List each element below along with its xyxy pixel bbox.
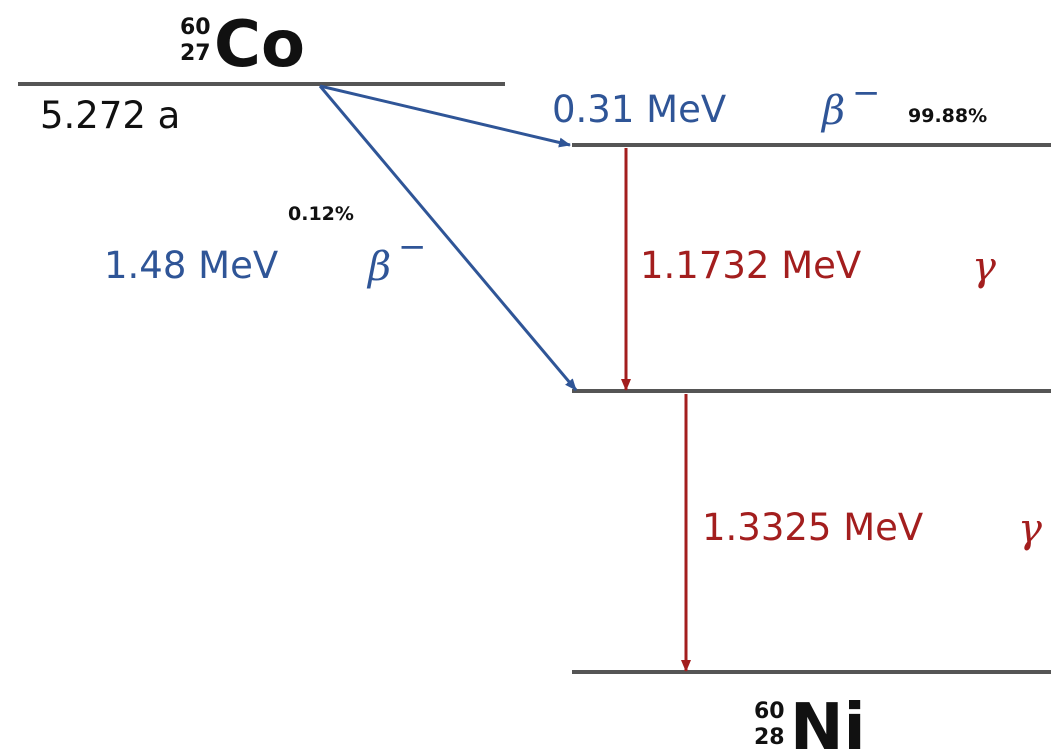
beta-arrow-high	[319, 84, 571, 148]
beta-low-energy: 1.48 MeV	[104, 244, 278, 287]
co-atomic-number: 27	[180, 41, 211, 66]
ni-atomic-number: 28	[754, 725, 785, 750]
gamma-lower-symbol: γ	[1018, 506, 1042, 552]
co-symbol: Co	[214, 8, 305, 82]
ni-symbol: Ni	[790, 691, 866, 751]
beta-low-charge: −	[398, 227, 427, 267]
beta-low-symbol: β	[366, 244, 391, 290]
gamma-upper-symbol: γ	[972, 244, 996, 290]
beta-arrow-low	[318, 85, 578, 391]
gamma-lower-energy: 1.3325 MeV	[702, 506, 923, 549]
beta-high-charge: −	[852, 73, 881, 113]
co-mass-number: 60	[180, 15, 211, 40]
beta-high-energy: 0.31 MeV	[552, 88, 726, 131]
beta-high-branching: 99.88%	[908, 105, 987, 127]
beta-low-branching: 0.12%	[288, 203, 354, 225]
ni-mass-number: 60	[754, 699, 785, 724]
co-half-life: 5.272 a	[40, 94, 180, 137]
gamma-upper-energy: 1.1732 MeV	[640, 244, 861, 287]
beta-high-symbol: β	[820, 88, 845, 134]
